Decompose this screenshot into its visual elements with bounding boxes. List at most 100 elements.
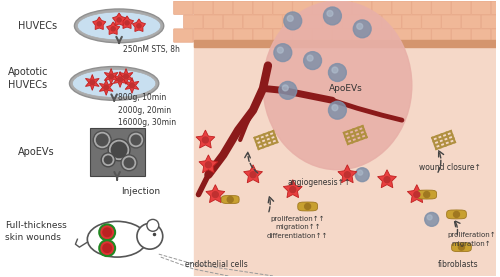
Polygon shape [92,17,106,30]
Polygon shape [452,243,471,252]
FancyBboxPatch shape [293,29,312,42]
Circle shape [97,22,102,26]
Polygon shape [106,22,120,34]
Polygon shape [284,180,302,198]
Bar [194,46,496,276]
Circle shape [327,11,333,16]
Text: Injection: Injection [121,187,160,196]
Circle shape [102,227,112,237]
FancyBboxPatch shape [392,1,411,14]
Circle shape [427,215,432,220]
Polygon shape [120,16,134,29]
Circle shape [206,162,212,168]
FancyBboxPatch shape [432,1,451,14]
FancyBboxPatch shape [402,15,421,28]
FancyBboxPatch shape [452,1,471,14]
Circle shape [328,64,346,81]
Circle shape [99,240,115,256]
FancyBboxPatch shape [382,15,402,28]
Polygon shape [298,202,318,211]
Circle shape [458,244,464,250]
Circle shape [354,20,371,38]
Circle shape [109,74,114,79]
FancyBboxPatch shape [482,15,500,28]
Circle shape [147,219,159,231]
FancyBboxPatch shape [472,29,490,42]
Circle shape [108,139,130,161]
Text: 250nM STS, 8h: 250nM STS, 8h [123,45,180,54]
Circle shape [121,155,137,171]
Circle shape [99,224,115,240]
FancyBboxPatch shape [253,29,272,42]
Polygon shape [196,130,215,148]
Polygon shape [244,165,262,183]
FancyBboxPatch shape [174,1,193,14]
Circle shape [284,12,302,30]
Polygon shape [125,78,139,93]
FancyBboxPatch shape [214,1,233,14]
Polygon shape [222,196,239,204]
Bar [194,40,496,47]
FancyBboxPatch shape [372,29,392,42]
Circle shape [328,101,346,119]
FancyBboxPatch shape [412,1,431,14]
Bar [194,1,496,46]
FancyBboxPatch shape [342,15,361,28]
Circle shape [414,192,420,198]
Circle shape [110,142,128,158]
Circle shape [90,80,94,85]
Circle shape [117,18,121,22]
Text: wound closure↑: wound closure↑ [418,163,480,172]
Ellipse shape [70,66,159,100]
Circle shape [94,131,111,149]
Text: angiogenesis↑↑: angiogenesis↑↑ [288,178,351,187]
FancyBboxPatch shape [442,15,461,28]
Circle shape [424,192,430,198]
Polygon shape [378,170,396,188]
Circle shape [357,23,362,29]
Polygon shape [417,190,436,199]
FancyBboxPatch shape [352,1,372,14]
FancyBboxPatch shape [422,15,441,28]
Circle shape [125,21,129,25]
Text: proliferation↑↑
migration↑↑
differentiation↑↑: proliferation↑↑ migration↑↑ differentiat… [267,216,328,239]
FancyBboxPatch shape [293,1,312,14]
Circle shape [104,155,112,164]
FancyBboxPatch shape [322,15,342,28]
Bar [0,1,194,276]
Text: ApoEVs: ApoEVs [18,147,55,157]
FancyBboxPatch shape [312,29,332,42]
FancyBboxPatch shape [392,29,411,42]
FancyBboxPatch shape [194,1,213,14]
Circle shape [202,137,208,143]
FancyBboxPatch shape [194,29,213,42]
FancyBboxPatch shape [174,29,193,42]
FancyBboxPatch shape [233,29,252,42]
FancyBboxPatch shape [332,1,352,14]
Circle shape [96,134,108,147]
FancyBboxPatch shape [214,29,233,42]
FancyBboxPatch shape [352,29,372,42]
Circle shape [304,52,322,70]
Polygon shape [113,71,127,87]
FancyBboxPatch shape [312,1,332,14]
Circle shape [344,172,350,178]
Circle shape [212,192,218,198]
Ellipse shape [88,221,147,257]
Circle shape [128,132,144,148]
Circle shape [124,74,128,79]
Text: HUVECs: HUVECs [18,21,57,31]
Circle shape [282,85,288,91]
FancyBboxPatch shape [204,15,223,28]
Polygon shape [132,19,145,32]
Bar [90,128,145,176]
Polygon shape [338,165,357,183]
Circle shape [274,44,292,61]
FancyBboxPatch shape [412,29,431,42]
Text: ApoEVs: ApoEVs [328,84,362,93]
FancyBboxPatch shape [283,15,302,28]
Polygon shape [446,210,466,219]
Circle shape [101,153,115,167]
Circle shape [384,177,390,183]
FancyBboxPatch shape [491,29,500,42]
